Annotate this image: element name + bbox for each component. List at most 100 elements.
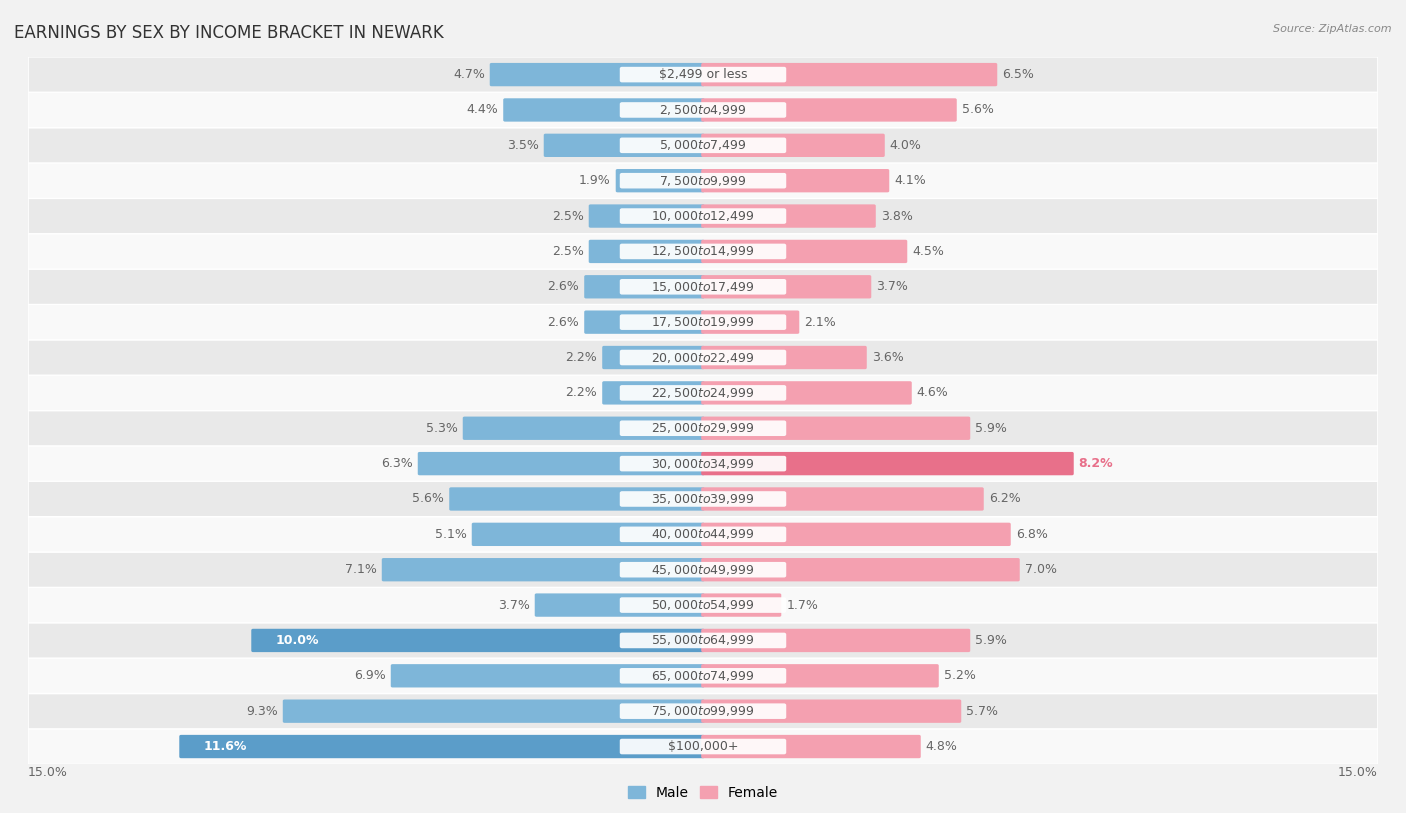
FancyBboxPatch shape: [602, 381, 704, 405]
FancyBboxPatch shape: [28, 234, 1378, 269]
Text: 10.0%: 10.0%: [276, 634, 319, 647]
Text: 5.7%: 5.7%: [966, 705, 998, 718]
FancyBboxPatch shape: [702, 558, 1019, 581]
FancyBboxPatch shape: [589, 204, 704, 228]
Text: 2.6%: 2.6%: [547, 315, 579, 328]
Text: 1.9%: 1.9%: [579, 174, 610, 187]
Text: 5.2%: 5.2%: [943, 669, 976, 682]
Text: 6.3%: 6.3%: [381, 457, 413, 470]
Text: 2.6%: 2.6%: [547, 280, 579, 293]
FancyBboxPatch shape: [702, 452, 1074, 476]
FancyBboxPatch shape: [616, 169, 704, 193]
FancyBboxPatch shape: [28, 163, 1378, 198]
Text: 5.3%: 5.3%: [426, 422, 458, 435]
FancyBboxPatch shape: [620, 633, 786, 648]
FancyBboxPatch shape: [702, 63, 997, 86]
FancyBboxPatch shape: [620, 137, 786, 153]
FancyBboxPatch shape: [702, 98, 956, 122]
FancyBboxPatch shape: [620, 208, 786, 224]
FancyBboxPatch shape: [28, 623, 1378, 659]
Text: $45,000 to $49,999: $45,000 to $49,999: [651, 563, 755, 576]
FancyBboxPatch shape: [702, 628, 970, 652]
FancyBboxPatch shape: [702, 240, 907, 263]
Text: Source: ZipAtlas.com: Source: ZipAtlas.com: [1274, 24, 1392, 34]
FancyBboxPatch shape: [391, 664, 704, 688]
Legend: Male, Female: Male, Female: [628, 785, 778, 800]
FancyBboxPatch shape: [28, 411, 1378, 446]
Text: 11.6%: 11.6%: [204, 740, 247, 753]
FancyBboxPatch shape: [252, 628, 704, 652]
Text: 5.9%: 5.9%: [976, 422, 1007, 435]
FancyBboxPatch shape: [620, 102, 786, 118]
FancyBboxPatch shape: [283, 699, 704, 723]
FancyBboxPatch shape: [28, 446, 1378, 481]
FancyBboxPatch shape: [585, 311, 704, 334]
FancyBboxPatch shape: [620, 703, 786, 719]
Text: 3.8%: 3.8%: [880, 210, 912, 223]
Text: $55,000 to $64,999: $55,000 to $64,999: [651, 633, 755, 647]
Text: 6.5%: 6.5%: [1002, 68, 1033, 81]
FancyBboxPatch shape: [585, 275, 704, 298]
FancyBboxPatch shape: [28, 269, 1378, 304]
Text: $50,000 to $54,999: $50,000 to $54,999: [651, 598, 755, 612]
Text: $17,500 to $19,999: $17,500 to $19,999: [651, 315, 755, 329]
FancyBboxPatch shape: [602, 346, 704, 369]
Text: $35,000 to $39,999: $35,000 to $39,999: [651, 492, 755, 506]
Text: 3.6%: 3.6%: [872, 351, 904, 364]
Text: 2.5%: 2.5%: [553, 245, 583, 258]
Text: $5,000 to $7,499: $5,000 to $7,499: [659, 138, 747, 152]
FancyBboxPatch shape: [180, 735, 704, 759]
FancyBboxPatch shape: [463, 416, 704, 440]
Text: $2,500 to $4,999: $2,500 to $4,999: [659, 103, 747, 117]
FancyBboxPatch shape: [702, 169, 889, 193]
Text: 3.7%: 3.7%: [876, 280, 908, 293]
FancyBboxPatch shape: [702, 311, 799, 334]
Text: $25,000 to $29,999: $25,000 to $29,999: [651, 421, 755, 435]
FancyBboxPatch shape: [472, 523, 704, 546]
FancyBboxPatch shape: [620, 279, 786, 294]
FancyBboxPatch shape: [702, 664, 939, 688]
FancyBboxPatch shape: [702, 416, 970, 440]
FancyBboxPatch shape: [620, 350, 786, 365]
Text: 4.0%: 4.0%: [890, 139, 921, 152]
FancyBboxPatch shape: [28, 304, 1378, 340]
Text: $20,000 to $22,499: $20,000 to $22,499: [651, 350, 755, 364]
FancyBboxPatch shape: [28, 693, 1378, 729]
Text: 7.1%: 7.1%: [344, 563, 377, 576]
Text: 7.0%: 7.0%: [1025, 563, 1057, 576]
Text: 5.6%: 5.6%: [412, 493, 444, 506]
Text: 3.7%: 3.7%: [498, 598, 530, 611]
FancyBboxPatch shape: [620, 491, 786, 506]
Text: 9.3%: 9.3%: [246, 705, 278, 718]
Text: 4.8%: 4.8%: [925, 740, 957, 753]
Text: 6.2%: 6.2%: [988, 493, 1021, 506]
FancyBboxPatch shape: [28, 57, 1378, 92]
FancyBboxPatch shape: [534, 593, 704, 617]
Text: 4.6%: 4.6%: [917, 386, 949, 399]
FancyBboxPatch shape: [589, 240, 704, 263]
FancyBboxPatch shape: [702, 381, 911, 405]
Text: $10,000 to $12,499: $10,000 to $12,499: [651, 209, 755, 223]
FancyBboxPatch shape: [620, 420, 786, 436]
Text: 2.2%: 2.2%: [565, 386, 598, 399]
Text: 4.1%: 4.1%: [894, 174, 927, 187]
Text: 4.5%: 4.5%: [912, 245, 943, 258]
Text: $2,499 or less: $2,499 or less: [659, 68, 747, 81]
FancyBboxPatch shape: [28, 481, 1378, 517]
Text: $75,000 to $99,999: $75,000 to $99,999: [651, 704, 755, 718]
Text: 5.9%: 5.9%: [976, 634, 1007, 647]
Text: 5.6%: 5.6%: [962, 103, 994, 116]
FancyBboxPatch shape: [418, 452, 704, 476]
FancyBboxPatch shape: [28, 729, 1378, 764]
FancyBboxPatch shape: [620, 173, 786, 189]
FancyBboxPatch shape: [620, 527, 786, 542]
FancyBboxPatch shape: [702, 593, 782, 617]
Text: $65,000 to $74,999: $65,000 to $74,999: [651, 669, 755, 683]
Text: 4.7%: 4.7%: [453, 68, 485, 81]
Text: 6.9%: 6.9%: [354, 669, 385, 682]
Text: $40,000 to $44,999: $40,000 to $44,999: [651, 528, 755, 541]
Text: $7,500 to $9,999: $7,500 to $9,999: [659, 174, 747, 188]
FancyBboxPatch shape: [702, 346, 866, 369]
FancyBboxPatch shape: [702, 699, 962, 723]
FancyBboxPatch shape: [702, 487, 984, 511]
